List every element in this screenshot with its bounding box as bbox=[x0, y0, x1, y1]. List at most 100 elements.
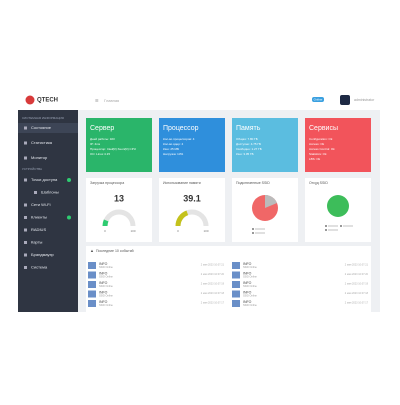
events-panel bbox=[86, 246, 371, 312]
legend-swatch bbox=[252, 232, 254, 234]
menu-icon bbox=[24, 178, 27, 182]
card-line: IP: 4ms bbox=[90, 142, 101, 146]
event-text: SSID Online bbox=[99, 295, 113, 298]
card-line: Нагрузка: 13% bbox=[163, 152, 183, 156]
menu-item[interactable]: Клиенты bbox=[31, 215, 47, 220]
gauge-max: 100 bbox=[130, 229, 135, 233]
menu-icon bbox=[24, 241, 27, 244]
event-text: SSID Online bbox=[243, 285, 257, 288]
menu-item[interactable]: Карты bbox=[31, 240, 43, 245]
event-level: INFO bbox=[99, 271, 108, 275]
menu-toggle[interactable]: ☰ bbox=[95, 98, 99, 103]
event-text: SSID Online bbox=[99, 276, 113, 279]
card-line: Access Control: Ok bbox=[309, 147, 335, 151]
event-level: INFO bbox=[243, 290, 252, 294]
menu-item[interactable]: Статистика bbox=[31, 140, 53, 145]
gauge-value: 39.1 bbox=[183, 193, 201, 203]
event-text: SSID Online bbox=[243, 295, 257, 298]
top-bar bbox=[18, 90, 380, 110]
menu-badge bbox=[67, 178, 71, 182]
card-line: Access: Ok bbox=[309, 142, 325, 146]
legend-swatch bbox=[252, 228, 254, 230]
gauge-min: 0 bbox=[104, 229, 106, 233]
event-icon bbox=[232, 262, 240, 269]
legend-swatch bbox=[340, 225, 342, 227]
gauge-arc bbox=[175, 210, 189, 227]
menu-icon bbox=[24, 253, 27, 257]
pie bbox=[327, 195, 349, 217]
legend-text bbox=[328, 225, 338, 227]
widget-title: Загрузка процессора bbox=[90, 181, 124, 185]
menu-badge bbox=[67, 215, 71, 220]
event-date: 2 мая 2023 10:07:21 bbox=[345, 264, 369, 267]
gauge-max: 100 bbox=[203, 229, 208, 233]
info-card bbox=[232, 118, 298, 172]
card-line: Statistics: Ok bbox=[309, 152, 327, 156]
events-icon: ▲ bbox=[90, 248, 94, 253]
event-level: INFO bbox=[99, 290, 108, 294]
menu-icon bbox=[24, 156, 27, 160]
event-date: 2 мая 2023 10:07:20 bbox=[201, 273, 225, 276]
card-line: Кол-во процессоров: 4 bbox=[163, 137, 195, 141]
widget-title: Подключенные SSID bbox=[236, 181, 270, 185]
menu-item[interactable]: Шаблоны bbox=[41, 190, 59, 195]
event-text: SSID Online bbox=[243, 276, 257, 279]
user-name[interactable]: administrator bbox=[354, 98, 375, 102]
event-date: 2 мая 2023 10:07:18 bbox=[345, 292, 369, 295]
event-level: INFO bbox=[243, 281, 252, 285]
menu-icon bbox=[24, 141, 27, 145]
card-title: Процессор bbox=[163, 125, 199, 132]
card-line: LBS: Ok bbox=[309, 157, 321, 161]
event-text: SSID Online bbox=[99, 266, 113, 269]
info-card bbox=[305, 118, 371, 172]
menu-item[interactable]: Монитор bbox=[31, 155, 48, 160]
card-title: Сервисы bbox=[309, 125, 338, 132]
event-icon bbox=[232, 281, 240, 288]
menu-item[interactable]: Сети Wi-Fi bbox=[31, 202, 51, 207]
event-date: 2 мая 2023 10:07:20 bbox=[345, 273, 369, 276]
event-icon bbox=[232, 290, 240, 298]
event-icon bbox=[88, 271, 96, 279]
widget-title: Использование памяти bbox=[163, 181, 201, 185]
event-level: INFO bbox=[99, 262, 108, 266]
legend-text bbox=[343, 225, 353, 227]
event-icon bbox=[88, 262, 96, 269]
event-level: INFO bbox=[243, 262, 252, 266]
gauge-min: 0 bbox=[177, 229, 179, 233]
card-line: Доступно: 4.75 ГБ bbox=[236, 142, 261, 146]
avatar[interactable] bbox=[340, 95, 350, 105]
menu-icon bbox=[24, 266, 27, 269]
status-badge bbox=[312, 97, 324, 102]
menu-item[interactable]: Точки доступа bbox=[31, 177, 58, 182]
card-line: Configuration: Ok bbox=[309, 137, 333, 141]
menu-item[interactable]: Состояние bbox=[31, 125, 52, 130]
event-icon bbox=[88, 281, 96, 288]
card-line: Свободно: 1.27 ГБ bbox=[236, 147, 262, 151]
logo-icon bbox=[25, 95, 35, 105]
breadcrumb: Главная bbox=[104, 98, 119, 103]
event-date: 2 мая 2023 10:07:19 bbox=[345, 283, 369, 286]
event-date: 2 мая 2023 10:07:17 bbox=[201, 302, 225, 305]
sidebar-section: СИСТЕМНАЯ ИНФОРМАЦИЯ bbox=[22, 116, 64, 120]
info-card bbox=[159, 118, 225, 172]
menu-item[interactable]: RADIUS bbox=[31, 227, 46, 232]
logo: QTECH bbox=[37, 98, 58, 104]
event-date: 2 мая 2023 10:07:18 bbox=[201, 292, 225, 295]
event-icon bbox=[88, 300, 96, 307]
menu-icon bbox=[24, 228, 27, 232]
active-item bbox=[18, 123, 78, 133]
events-title: Последние 10 событий bbox=[96, 249, 134, 253]
info-card bbox=[86, 118, 152, 172]
event-level: INFO bbox=[243, 300, 252, 304]
badge-text: Online bbox=[314, 97, 323, 101]
event-icon bbox=[232, 300, 240, 307]
event-level: INFO bbox=[99, 300, 108, 304]
widget-title: Отсуд SSID bbox=[309, 181, 328, 185]
menu-item[interactable]: Брандмауэр bbox=[31, 252, 55, 257]
event-date: 2 мая 2023 10:07:21 bbox=[201, 264, 225, 267]
legend-text bbox=[255, 228, 265, 230]
sidebar bbox=[18, 110, 78, 312]
menu-item[interactable]: Система bbox=[31, 265, 48, 270]
